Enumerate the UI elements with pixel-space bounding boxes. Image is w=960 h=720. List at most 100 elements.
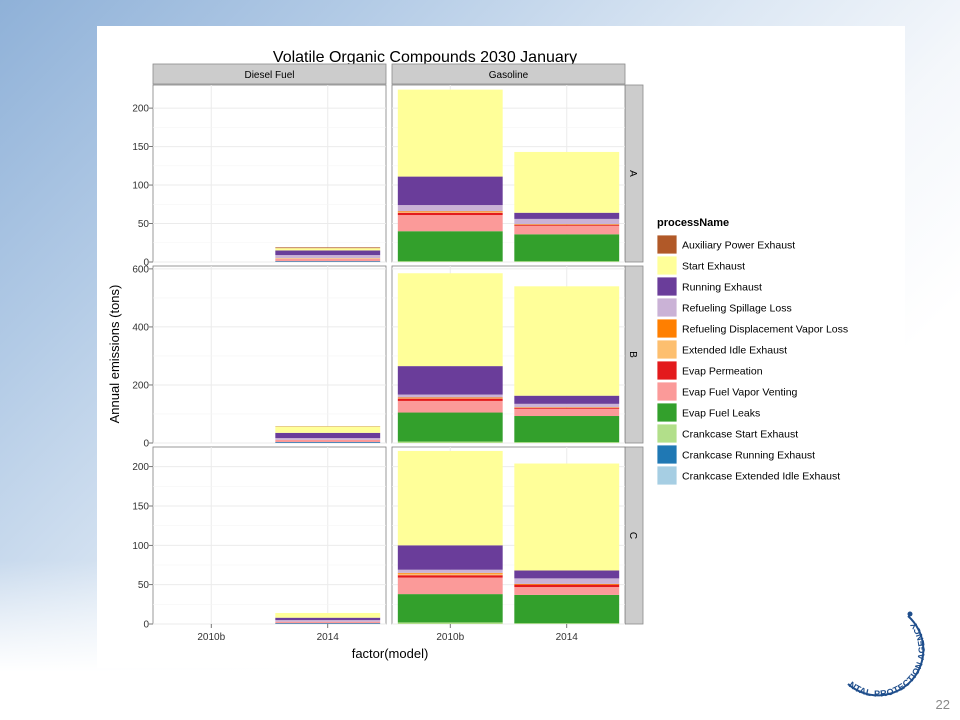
bar-segment-evap-permeation xyxy=(514,584,620,588)
legend-swatch xyxy=(656,255,678,276)
legend-label: Extended Idle Exhaust xyxy=(682,345,787,357)
stacked-bar-2014 xyxy=(514,463,620,624)
y-tick-label: 150 xyxy=(132,502,149,513)
y-tick-label: 0 xyxy=(143,620,149,631)
bar-segment-crankcase-start-exhaust xyxy=(514,623,620,624)
facet-column-label: Diesel Fuel xyxy=(244,70,294,81)
y-tick-label: 100 xyxy=(132,541,149,552)
legend-swatch xyxy=(656,318,678,339)
y-axis-title: Annual emissions (tons) xyxy=(107,285,122,424)
facet-strip-background xyxy=(391,63,626,85)
legend-item: Extended Idle Exhaust xyxy=(656,339,787,360)
y-tick-label: 200 xyxy=(132,380,149,391)
bar-segment-evap-fuel-vapor-venting xyxy=(514,408,620,417)
facet-strip-background xyxy=(152,63,387,85)
bar-segment-evap-permeation xyxy=(397,575,503,578)
facet-panel-b-gasoline xyxy=(391,265,626,444)
legend-label: Evap Fuel Vapor Venting xyxy=(682,387,798,399)
legend-swatch xyxy=(656,402,678,423)
legend-label: Running Exhaust xyxy=(682,282,762,294)
legend-title: processName xyxy=(657,217,729,229)
bar-segment-crankcase-start-exhaust xyxy=(397,441,503,443)
legend-item: Crankcase Start Exhaust xyxy=(656,423,798,444)
x-tick-label: 2010b xyxy=(436,632,464,643)
bar-segment-evap-fuel-leaks xyxy=(397,594,503,623)
x-axis-title: factor(model) xyxy=(352,646,429,661)
facet-strip-row-a: A xyxy=(624,84,644,263)
bar-segment-evap-fuel-leaks xyxy=(514,416,620,443)
legend-swatch xyxy=(656,234,678,255)
chart-panel: Volatile Organic Compounds 2030 January D… xyxy=(97,26,905,668)
facet-strip-gasoline: Gasoline xyxy=(391,63,626,85)
legend-item: Auxiliary Power Exhaust xyxy=(656,234,795,255)
bar-segment-start-exhaust xyxy=(514,286,620,396)
y-tick-label: 50 xyxy=(138,580,150,591)
stacked-bar-2014 xyxy=(275,426,381,443)
bar-segment-running-exhaust xyxy=(397,545,503,570)
legend-item: Evap Fuel Vapor Venting xyxy=(656,381,798,402)
bar-segment-evap-fuel-leaks xyxy=(514,594,620,624)
bar-segment-refueling-spillage-loss xyxy=(397,205,503,212)
legend-label: Auxiliary Power Exhaust xyxy=(682,240,795,252)
stacked-bar-2010b xyxy=(397,273,503,443)
bar-segment-refueling-displacement-vapor-loss xyxy=(397,572,503,574)
x-tick-label: 2010b xyxy=(197,632,225,643)
bar-segment-crankcase-start-exhaust xyxy=(397,622,503,624)
legend-item: Refueling Displacement Vapor Loss xyxy=(656,318,848,339)
facet-panel-b-diesel-fuel xyxy=(152,265,387,444)
x-tick-label: 2014 xyxy=(556,632,579,643)
bar-segment-start-exhaust xyxy=(275,612,381,618)
seal-bullet-icon xyxy=(907,611,913,617)
legend-label: Refueling Spillage Loss xyxy=(682,303,792,315)
y-tick-label: 0 xyxy=(143,258,149,269)
stacked-bar-chart: Volatile Organic Compounds 2030 January D… xyxy=(107,49,848,661)
bar-segment-running-exhaust xyxy=(275,250,381,256)
facet-panel-a-diesel-fuel xyxy=(152,84,387,263)
bar-segment-start-exhaust xyxy=(514,463,620,571)
facet-strip-diesel-fuel: Diesel Fuel xyxy=(152,63,387,85)
y-tick-label: 200 xyxy=(132,462,149,473)
bar-segment-evap-permeation xyxy=(397,212,503,216)
bar-segment-start-exhaust xyxy=(397,273,503,367)
bar-segment-running-exhaust xyxy=(275,617,381,621)
legend-item: Running Exhaust xyxy=(656,276,762,297)
y-tick-label: 150 xyxy=(132,142,149,153)
bar-segment-refueling-spillage-loss xyxy=(514,578,620,584)
panel-background xyxy=(152,84,387,263)
legend: processName Auxiliary Power Exhaust Start … xyxy=(656,217,848,486)
bar-segment-refueling-spillage-loss xyxy=(514,403,620,408)
agency-seal-logo: NTAL PROTECTION AGENCY xyxy=(847,611,926,699)
bar-segment-running-exhaust xyxy=(397,366,503,395)
legend-item: Refueling Spillage Loss xyxy=(656,297,792,318)
legend-item: Crankcase Extended Idle Exhaust xyxy=(656,465,840,486)
legend-swatch xyxy=(656,423,678,444)
bar-segment-running-exhaust xyxy=(397,176,503,206)
bar-segment-refueling-spillage-loss xyxy=(397,394,503,398)
bar-segment-auxiliary-power-exhaust xyxy=(275,247,381,249)
y-tick-label: 600 xyxy=(132,264,149,275)
bar-segment-refueling-spillage-loss xyxy=(397,569,503,573)
x-tick-label: 2014 xyxy=(317,632,340,643)
bar-segment-extended-idle-exhaust xyxy=(397,211,503,213)
bar-segment-evap-fuel-vapor-venting xyxy=(397,215,503,232)
legend-label: Refueling Displacement Vapor Loss xyxy=(682,324,848,336)
bar-segment-evap-permeation xyxy=(514,407,620,409)
bar-segment-start-exhaust xyxy=(514,151,620,213)
bar-segment-evap-permeation xyxy=(514,225,620,226)
bar-segment-crankcase-start-exhaust xyxy=(514,261,620,262)
y-tick-label: 200 xyxy=(132,104,149,115)
bar-segment-crankcase-start-exhaust xyxy=(514,442,620,443)
legend-item: Evap Fuel Leaks xyxy=(656,402,760,423)
facet-panel-a-gasoline xyxy=(391,84,626,263)
page-number: 22 xyxy=(935,697,950,712)
bar-segment-evap-fuel-leaks xyxy=(514,234,620,262)
bar-segment-refueling-spillage-loss xyxy=(275,620,381,622)
legend-swatch xyxy=(656,360,678,381)
facet-panel-c-diesel-fuel xyxy=(152,446,387,625)
bar-segment-crankcase-running-exhaust xyxy=(275,623,381,624)
y-tick-label: 100 xyxy=(132,181,149,192)
bar-segment-refueling-displacement-vapor-loss xyxy=(514,583,620,585)
bar-segment-extended-idle-exhaust xyxy=(397,398,503,399)
bar-segment-evap-fuel-vapor-venting xyxy=(514,225,620,235)
bar-segment-evap-fuel-vapor-venting xyxy=(275,439,381,443)
